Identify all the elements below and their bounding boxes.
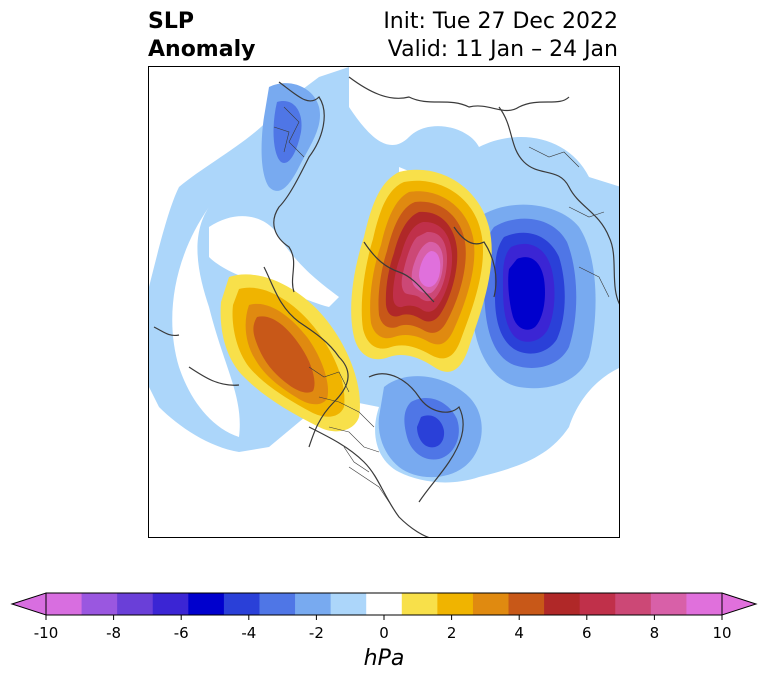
colorbar-swatch [615,593,652,615]
title-line-2: Anomaly [148,37,256,62]
colorbar-tick-label: -2 [309,624,324,642]
init-time: Init: Tue 27 Dec 2022 [383,9,618,34]
colorbar: -10 -8 -6 -4 -2 0 2 4 6 8 10 [0,580,768,680]
colorbar-swatch [188,593,225,615]
negative-anomaly-canada [378,376,482,478]
colorbar-swatch [330,593,367,615]
colorbar-swatch [579,593,616,615]
colorbar-tick-label: -8 [106,624,121,642]
colorbar-swatch [508,593,545,615]
colorbar-swatch [81,593,118,615]
title-line-1: SLP [148,9,194,34]
colorbar-swatch [223,593,260,615]
map-canvas [149,67,619,537]
colorbar-swatch [46,593,83,615]
colorbar-swatch [152,593,189,615]
colorbar-extend-high [721,592,758,616]
colorbar-tick-label: -4 [241,624,256,642]
political-boundaries [273,106,610,503]
colorbar-tick-label: 4 [514,624,524,642]
colorbar-swatch [650,593,687,615]
valid-range: Valid: 11 Jan – 24 Jan [387,37,618,62]
colorbar-tick-label: -10 [34,624,59,642]
coastlines [153,76,619,537]
colorbar-unit: hPa [363,646,405,671]
colorbar-canvas: -10 -8 -6 -4 -2 0 2 4 6 8 10 [10,592,758,642]
colorbar-swatch [366,593,403,615]
colorbar-tick-label: -6 [174,624,189,642]
colorbar-tick-label: 2 [447,624,457,642]
colorbar-swatch [117,593,154,615]
positive-anomaly-alaska [220,274,360,432]
colorbar-swatch [437,593,474,615]
colorbar-swatch [295,593,332,615]
negative-anomaly-eurasia [261,83,596,389]
colorbar-swatch [401,593,438,615]
map-title: SLP Anomaly [148,8,255,64]
colorbar-tick-label: 6 [582,624,592,642]
colorbar-swatch [686,593,723,615]
colorbar-tick-label: 10 [712,624,731,642]
positive-anomaly-arctic [351,169,492,372]
colorbar-tick-label: 8 [650,624,660,642]
anomaly-map [148,66,620,538]
colorbar-swatch [472,593,510,615]
colorbar-extend-low [10,592,47,616]
colorbar-tick-label: 0 [379,624,389,642]
run-info: Init: Tue 27 Dec 2022 Valid: 11 Jan – 24… [383,8,618,64]
colorbar-swatch [259,593,296,615]
colorbar-swatch [544,593,581,615]
